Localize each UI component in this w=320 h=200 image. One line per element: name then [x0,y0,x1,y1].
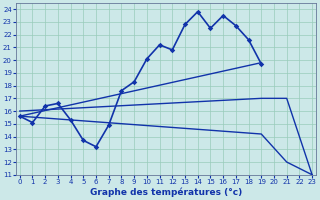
X-axis label: Graphe des températures (°c): Graphe des températures (°c) [90,188,242,197]
